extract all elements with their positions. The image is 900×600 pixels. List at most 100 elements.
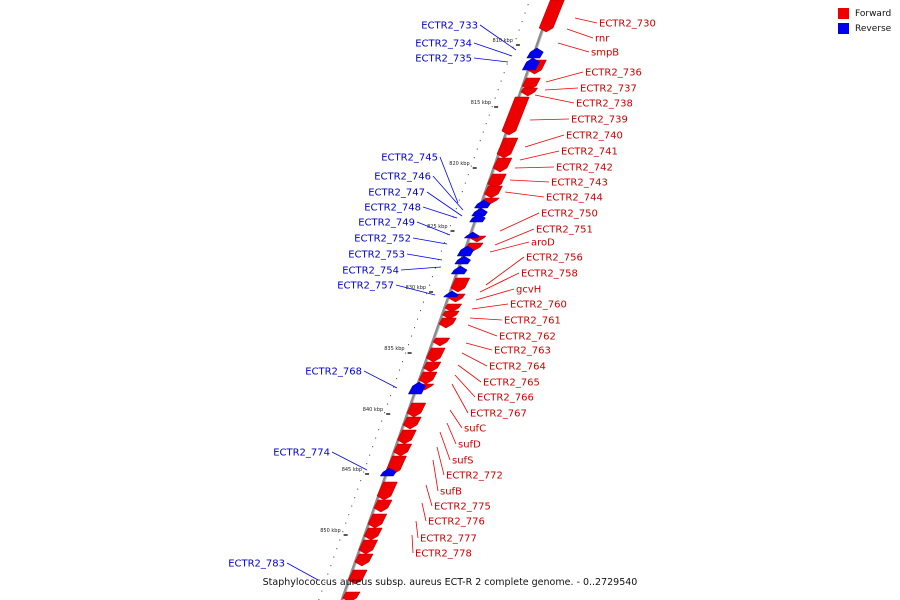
forward-gene-label: rnr <box>595 34 610 45</box>
forward-leader-line <box>469 317 503 321</box>
forward-gene-label: ECTR2_742 <box>556 163 613 174</box>
reverse-gene-label: ECTR2_748 <box>364 203 421 214</box>
forward-gene-label: aroD <box>531 238 555 249</box>
forward-leader-line <box>485 256 525 286</box>
forward-gene-arrow <box>376 481 398 501</box>
forward-leader-line <box>566 28 594 39</box>
forward-leader-line <box>574 17 598 24</box>
track-dot <box>503 72 505 74</box>
forward-gene-label: sufC <box>464 424 486 435</box>
track-dot <box>354 497 356 499</box>
forward-leader-line <box>439 431 451 461</box>
track-dot <box>458 199 460 201</box>
reverse-leader-line <box>432 175 464 211</box>
reverse-gene-label: ECTR2_783 <box>228 559 285 570</box>
track-dot <box>482 131 484 133</box>
forward-gene-label: ECTR2_741 <box>561 147 618 158</box>
forward-gene-arrow <box>354 553 374 567</box>
legend-reverse-label: Reverse <box>855 24 892 34</box>
reverse-gene-arrow <box>473 199 491 209</box>
legend: Forward Reverse <box>838 8 891 38</box>
forward-leader-line <box>544 87 579 91</box>
forward-gene-arrow <box>342 591 361 600</box>
forward-gene-label: ECTR2_762 <box>499 332 556 343</box>
forward-leader-line <box>475 288 515 301</box>
track-dot <box>360 480 362 482</box>
forward-leader-line <box>471 303 509 310</box>
track-dot <box>348 514 350 516</box>
track-dot <box>393 386 395 388</box>
reverse-gene-label: ECTR2_752 <box>354 234 411 245</box>
track-dot <box>375 437 377 439</box>
track-dot <box>369 454 371 456</box>
track-dot <box>461 191 463 193</box>
forward-gene-arrow <box>423 361 442 373</box>
reverse-swatch <box>838 23 849 34</box>
track-dot <box>378 429 380 431</box>
forward-gene-arrow <box>450 277 471 293</box>
forward-leader-line <box>465 342 493 351</box>
forward-leader-line <box>479 272 520 293</box>
reverse-gene-arrow <box>471 207 488 217</box>
reverse-gene-arrow <box>379 467 397 477</box>
forward-gene-label: ECTR2_760 <box>510 300 567 311</box>
legend-reverse: Reverse <box>838 23 891 38</box>
reverse-leader-line <box>426 191 463 217</box>
gene-layer <box>342 0 565 600</box>
forward-gene-label: ECTR2_736 <box>585 68 642 79</box>
track-dot <box>443 242 445 244</box>
track-dot <box>333 556 335 558</box>
reverse-gene-arrow <box>526 47 544 59</box>
reverse-leader-line <box>416 221 451 236</box>
track-dot <box>411 335 413 337</box>
track-dot <box>336 548 338 550</box>
forward-gene-label: ECTR2_744 <box>546 193 603 204</box>
forward-gene-arrow <box>347 569 368 585</box>
forward-leader-line <box>529 118 570 121</box>
forward-leader-line <box>494 228 535 246</box>
forward-gene-label: ECTR2_766 <box>477 393 534 404</box>
track-dot <box>506 63 508 65</box>
track-dot <box>342 531 344 533</box>
reverse-gene-label: ECTR2_757 <box>337 281 394 292</box>
reverse-gene-label: ECTR2_734 <box>415 39 472 50</box>
reverse-gene-label: ECTR2_747 <box>368 188 425 199</box>
reverse-leader-line <box>363 370 398 389</box>
forward-gene-label: ECTR2_772 <box>446 471 503 482</box>
reverse-leader-line <box>286 562 319 581</box>
legend-forward-label: Forward <box>855 9 892 19</box>
track-dot <box>381 420 383 422</box>
forward-leader-line <box>461 352 488 367</box>
reverse-gene-arrow <box>407 381 426 395</box>
track-dot <box>422 301 424 303</box>
forward-leader-line <box>436 446 445 476</box>
reverse-leader-line <box>406 253 443 261</box>
track-dot <box>512 46 514 48</box>
track-dot <box>387 403 389 405</box>
forward-gene-label: ECTR2_765 <box>483 378 540 389</box>
forward-gene-label: ECTR2_739 <box>571 115 628 126</box>
forward-leader-line <box>499 212 540 232</box>
forward-gene-label: ECTR2_761 <box>504 316 561 327</box>
track-dot <box>324 582 326 584</box>
reverse-leader-line <box>412 237 448 245</box>
forward-leader-line <box>509 179 550 183</box>
forward-gene-arrow <box>444 303 463 313</box>
forward-leader-line <box>534 94 575 104</box>
track-dot <box>396 378 398 380</box>
reverse-gene-label: ECTR2_746 <box>374 172 431 183</box>
track-dot <box>455 208 457 210</box>
track-dot <box>518 29 520 31</box>
forward-gene-label: ECTR2_758 <box>521 269 578 280</box>
forward-gene-arrow <box>432 337 451 347</box>
reverse-gene-arrow <box>521 57 540 71</box>
forward-gene-arrow <box>438 317 457 329</box>
reverse-gene-label: ECTR2_774 <box>273 448 330 459</box>
forward-gene-label: ECTR2_777 <box>420 534 477 545</box>
forward-leader-line <box>519 150 560 161</box>
forward-gene-arrow <box>418 371 438 385</box>
track-dot <box>416 318 418 320</box>
forward-gene-label: ECTR2_740 <box>566 131 623 142</box>
forward-gene-label: ECTR2_737 <box>580 84 637 95</box>
